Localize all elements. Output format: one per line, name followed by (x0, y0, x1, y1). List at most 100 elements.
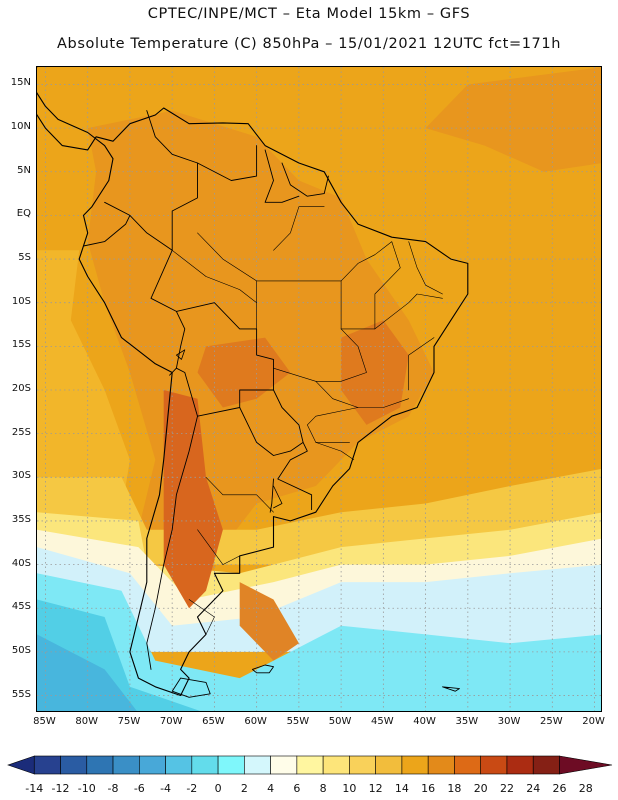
pacific-cool-zone-field (37, 250, 130, 513)
latitude-label: 5N (17, 164, 31, 176)
colorbar-label: -4 (160, 782, 172, 795)
colorbar-swatch (270, 755, 298, 775)
island-outline (442, 686, 460, 692)
state-border (408, 241, 443, 295)
longitude-label: 50W (328, 716, 352, 727)
country-border (197, 145, 258, 181)
colorbar-swatch (139, 755, 166, 775)
colorbar-swatch (33, 755, 61, 775)
colorbar-label: 0 (214, 782, 222, 795)
colorbar-swatch (349, 755, 376, 775)
map-title-line-2: Absolute Temperature (C) 850hPa – 15/01/… (57, 36, 561, 52)
colorbar-swatch (532, 755, 560, 775)
temperature-map-frame[interactable] (36, 66, 602, 712)
colorbar-swatch (322, 755, 350, 775)
colorbar-label: -10 (77, 782, 96, 795)
longitude-label: 30W (497, 716, 521, 727)
latitude-label: 45S (11, 601, 31, 613)
latitude-label: 55S (11, 688, 31, 700)
latitude-label: 15N (10, 77, 31, 89)
latitude-label: EQ (16, 208, 31, 220)
state-border (306, 407, 359, 443)
country-border (104, 110, 198, 251)
colorbar-label: -12 (51, 782, 70, 795)
patagonia-hot-core-field (239, 582, 299, 661)
temperature-colorbar (7, 755, 613, 775)
colorbar-label: 14 (394, 782, 409, 795)
colorbar-label: 6 (293, 782, 301, 795)
colorbar-swatch (375, 755, 403, 775)
state-border (315, 442, 355, 461)
state-border (256, 280, 342, 330)
atlantic-warm-zone-field (425, 67, 601, 172)
colorbar-swatch (112, 755, 140, 775)
latitude-label: 25S (11, 426, 31, 438)
country-border (239, 389, 304, 456)
andes-hot-core-field (163, 390, 223, 609)
colorbar-label: -8 (107, 782, 119, 795)
country-border (175, 302, 274, 417)
latitude-label: 35S (11, 513, 31, 525)
state-border (374, 293, 443, 330)
longitude-label: 80W (75, 716, 98, 727)
longitude-label: 55W (286, 716, 310, 727)
latitude-label: 15S (11, 339, 31, 351)
lake-outline (273, 485, 283, 509)
state-border (408, 337, 435, 391)
longitude-label: 85W (33, 716, 56, 727)
country-border (277, 441, 313, 511)
longitude-label: 70W (159, 716, 183, 727)
state-border (340, 241, 401, 330)
colorbar-label: 22 (499, 782, 514, 795)
state-border (171, 250, 257, 303)
colorbar-swatch (86, 755, 114, 775)
colorbar-swatch (480, 755, 508, 775)
colorbar-swatch (427, 755, 455, 775)
longitude-label: 25W (540, 716, 563, 727)
colorbar-swatch (165, 755, 193, 775)
colorbar-label: 16 (421, 782, 436, 795)
latitude-label: 30S (11, 470, 31, 482)
colorbar-label: 28 (578, 782, 593, 795)
state-border (205, 476, 274, 513)
latitude-label: 40S (11, 557, 31, 569)
colorbar-swatch (506, 755, 534, 775)
south-deep-cold-field (37, 634, 137, 711)
south-colder-band-field (37, 573, 601, 711)
colorbar-label: -14 (25, 782, 44, 795)
colorbar-swatch (296, 755, 324, 775)
island-outline (251, 664, 274, 674)
south-cold-band-field (37, 547, 601, 652)
colorbar-label: 12 (368, 782, 383, 795)
map-title-line-1: CPTEC/INPE/MCT – Eta Model 15km – GFS (147, 6, 471, 22)
colorbar-label: 24 (526, 782, 541, 795)
colorbar-swatch (60, 755, 88, 775)
colorbar-swatch (454, 755, 481, 775)
colorbar-label: -6 (133, 782, 145, 795)
temperature-map (37, 67, 601, 711)
country-border (83, 214, 131, 247)
colorbar-swatch (217, 755, 245, 775)
longitude-label: 60W (244, 716, 267, 727)
colorbar-label: 2 (240, 782, 248, 795)
colorbar-swatch (401, 755, 429, 775)
colorbar-label: 10 (342, 782, 357, 795)
colorbar-label: 26 (552, 782, 567, 795)
state-border (197, 232, 257, 282)
country-border (281, 162, 329, 197)
colorbar-label: -2 (186, 782, 198, 795)
colorbar-label: 4 (267, 782, 275, 795)
longitude-label: 35W (455, 716, 479, 727)
colorbar-swatch (191, 755, 219, 775)
state-border (273, 328, 367, 382)
country-border (146, 415, 198, 670)
state-border (273, 206, 325, 251)
longitude-label: 65W (202, 716, 225, 727)
latitude-label: 50S (11, 644, 31, 656)
state-border (197, 529, 240, 565)
colorbar-label: 8 (319, 782, 327, 795)
island-outline (171, 677, 211, 698)
lake-outline (175, 349, 186, 360)
latitude-label: 5S (18, 252, 31, 264)
state-border (188, 599, 215, 635)
